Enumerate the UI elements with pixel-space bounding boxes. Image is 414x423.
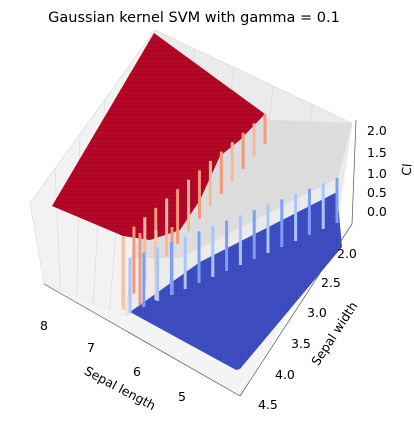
y-tick-label: 2.5 <box>321 275 341 290</box>
z-tick-labels: 2.0 1.5 1.0 0.5 0.0 <box>367 123 387 219</box>
x-tick-label: 8 <box>40 318 48 333</box>
surface-class-0-plane <box>130 192 342 370</box>
x-axis-line <box>43 283 241 397</box>
z-tick-label: 0.0 <box>367 204 387 219</box>
y-tick-label: 3.0 <box>307 305 327 320</box>
chart-title: Gaussian kernel SVM with gamma = 0.1 <box>48 10 340 26</box>
x-tick-label: 5 <box>178 389 186 404</box>
y-tick-label: 4.5 <box>258 397 278 412</box>
y-tick-label: 3.5 <box>291 336 311 351</box>
z-axis-line <box>351 119 357 225</box>
z-tick-label: 2.0 <box>367 123 387 138</box>
y-tick-label: 4.0 <box>275 367 295 382</box>
z-tick-label: 1.0 <box>367 166 387 181</box>
x-tick-label: 7 <box>87 340 95 355</box>
y-tick-labels: 2.0 2.5 3.0 3.5 4.0 4.5 <box>258 246 357 412</box>
y-tick-label: 2.0 <box>337 246 357 261</box>
x-tick-labels: 8 7 6 5 <box>40 318 186 404</box>
y-axis-line <box>239 223 353 397</box>
step-walls <box>121 114 339 313</box>
z-tick-label: 1.5 <box>367 145 387 160</box>
z-axis-label: Cl <box>399 163 414 176</box>
z-tick-label: 0.5 <box>367 185 387 200</box>
grid-line <box>54 168 61 291</box>
surface-class-2-plane <box>52 33 265 240</box>
x-axis-label: Sepal length <box>82 363 158 413</box>
x-tick-label: 6 <box>133 364 141 379</box>
